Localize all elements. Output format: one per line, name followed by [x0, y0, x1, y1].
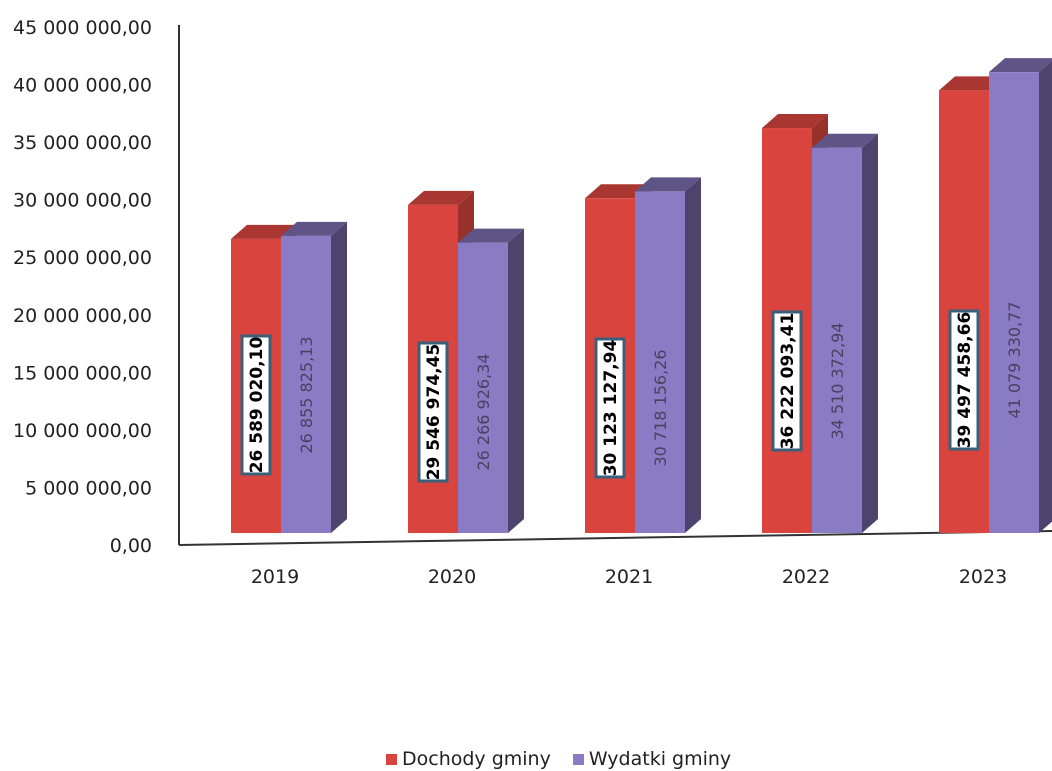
data-label-box: [417, 341, 449, 483]
y-tick-label: 35 000 000,00: [13, 132, 152, 154]
bar-top-face: [939, 76, 1005, 91]
bar-side-face: [1039, 60, 1052, 533]
data-label-text: 26 855 825,13: [297, 336, 316, 453]
data-label-text: 26 589 020,10: [247, 337, 267, 474]
data-label-wydatki: 26 266 926,34: [474, 353, 493, 470]
legend-label-dochody: Dochody gminy: [402, 748, 551, 770]
data-label-text: 30 123 127,94: [601, 340, 621, 477]
bar-top-face: [408, 190, 474, 205]
y-tick-label: 15 000 000,00: [13, 362, 152, 384]
data-label-text: 26 266 926,34: [474, 353, 493, 470]
y-tick-label: 45 000 000,00: [13, 17, 152, 39]
bar-front-face: [458, 242, 508, 533]
y-tick-label: 40 000 000,00: [13, 75, 152, 97]
axes: 0,00 5 000 000,00 10 000 000,00 15 000 000,…: [13, 17, 1052, 588]
data-label-box: [948, 309, 980, 451]
bar-front-face: [812, 147, 862, 534]
x-axis-line: [178, 530, 1052, 546]
bar-side-face: [685, 177, 701, 533]
legend-swatch-dochody: [386, 753, 397, 765]
data-label-dochody: 39 497 458,66: [948, 309, 980, 451]
legend-entry-wydatki: Wydatki gminy: [572, 748, 732, 770]
data-label-wydatki: 41 079 330,77: [1005, 301, 1024, 418]
legend-swatch-wydatki: [572, 753, 584, 765]
data-label-text: 39 497 458,66: [955, 312, 975, 449]
bar-top-face: [812, 133, 878, 148]
bar-top-face: [231, 224, 297, 239]
bar: [281, 221, 347, 533]
x-tick-label: 2023: [959, 566, 1007, 588]
data-label-wydatki: 34 510 372,94: [828, 322, 847, 439]
bar-front-face: [281, 235, 331, 533]
data-label-wydatki: 30 718 156,26: [651, 349, 670, 466]
y-tick-label: 0,00: [110, 535, 152, 557]
y-tick-label: 30 000 000,00: [13, 190, 152, 212]
data-label-text: 30 718 156,26: [651, 349, 670, 466]
data-label-dochody: 30 123 127,94: [594, 337, 626, 479]
data-label-dochody: 26 589 020,10: [240, 334, 272, 476]
data-label-dochody: 29 546 974,45: [417, 341, 449, 483]
x-tick-label: 2022: [782, 566, 830, 588]
data-label-box: [240, 334, 272, 476]
bar-front-face: [989, 72, 1039, 533]
bar: [989, 58, 1052, 533]
bar: [458, 228, 524, 533]
x-tick-label: 2020: [428, 566, 476, 588]
data-label-box: [594, 337, 626, 479]
data-labels: 26 589 020,10 26 855 825,13 29 546 974,45 2…: [240, 301, 1024, 483]
x-tick-label: 2021: [605, 566, 653, 588]
legend: Dochody gminy Wydatki gminy: [386, 748, 731, 770]
data-label-text: 29 546 974,45: [424, 344, 444, 481]
bar: [635, 177, 701, 533]
data-label-text: 34 510 372,94: [828, 322, 847, 439]
bars: [231, 58, 1052, 534]
data-label-text: 41 079 330,77: [1005, 301, 1024, 418]
x-tick-label: 2019: [251, 566, 299, 588]
bar-side-face: [862, 133, 878, 534]
bar-top-face: [585, 184, 651, 199]
data-label-box: [771, 310, 803, 452]
y-tick-label: 20 000 000,00: [13, 305, 152, 327]
y-tick-label: 25 000 000,00: [13, 247, 152, 269]
data-label-dochody: 36 222 093,41: [771, 310, 803, 452]
data-label-wydatki: 26 855 825,13: [297, 336, 316, 453]
bar-side-face: [508, 228, 524, 533]
bar-top-face: [989, 58, 1052, 73]
y-tick-label: 5 000 000,00: [25, 477, 152, 499]
bar-top-face: [635, 177, 701, 192]
bar: [812, 133, 878, 534]
data-label-text: 36 222 093,41: [778, 313, 798, 450]
legend-label-wydatki: Wydatki gminy: [588, 748, 732, 770]
legend-entry-dochody: Dochody gminy: [386, 748, 551, 770]
bar-front-face: [635, 191, 685, 533]
bar-top-face: [762, 114, 828, 129]
bar-side-face: [331, 221, 347, 533]
y-tick-label: 10 000 000,00: [13, 420, 152, 442]
bar-top-face: [281, 221, 347, 236]
bar-top-face: [458, 228, 524, 243]
